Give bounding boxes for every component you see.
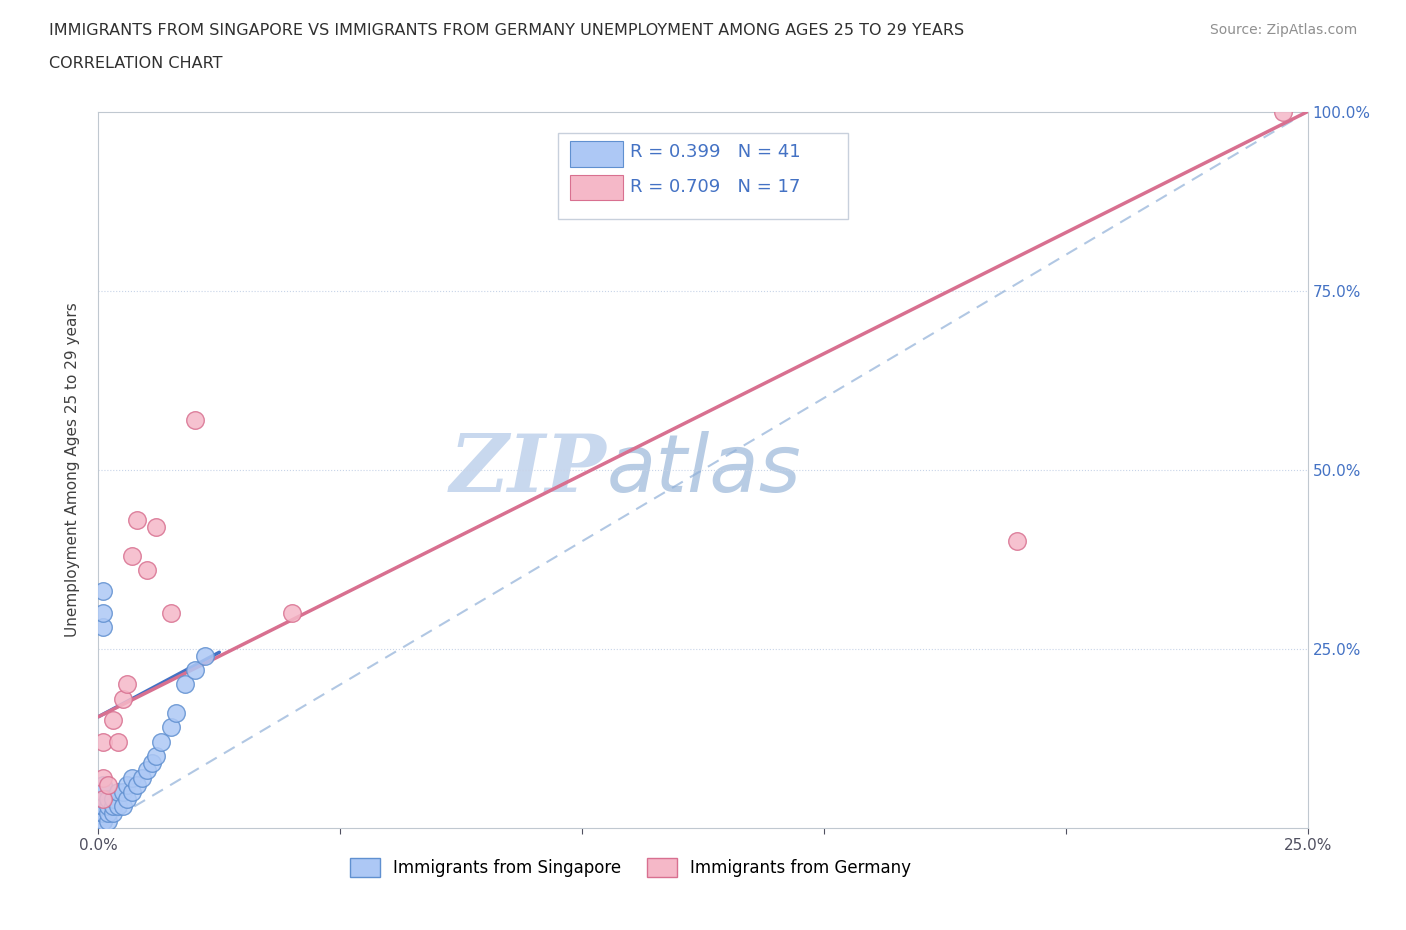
- Point: [91, 605, 114, 620]
- Point: [184, 663, 207, 678]
- FancyBboxPatch shape: [569, 141, 623, 166]
- Point: [111, 691, 134, 706]
- Point: [127, 777, 149, 792]
- Point: [91, 735, 114, 750]
- Point: [91, 785, 114, 800]
- Text: Source: ZipAtlas.com: Source: ZipAtlas.com: [1209, 23, 1357, 37]
- Point: [281, 605, 304, 620]
- Point: [101, 806, 124, 821]
- Point: [174, 677, 197, 692]
- Point: [91, 584, 114, 599]
- Point: [107, 785, 129, 800]
- Point: [91, 619, 114, 634]
- Point: [135, 563, 157, 578]
- Point: [91, 791, 114, 806]
- Point: [91, 791, 114, 806]
- Point: [111, 799, 134, 814]
- FancyBboxPatch shape: [558, 133, 848, 219]
- Point: [111, 785, 134, 800]
- Legend: Immigrants from Singapore, Immigrants from Germany: Immigrants from Singapore, Immigrants fr…: [343, 852, 918, 883]
- FancyBboxPatch shape: [569, 175, 623, 200]
- Point: [165, 706, 187, 721]
- Point: [117, 791, 139, 806]
- Point: [91, 813, 114, 828]
- Point: [91, 777, 114, 792]
- Point: [101, 791, 124, 806]
- Text: CORRELATION CHART: CORRELATION CHART: [49, 56, 222, 71]
- Point: [97, 813, 120, 828]
- Point: [107, 735, 129, 750]
- Point: [121, 770, 143, 785]
- Point: [1272, 104, 1295, 119]
- Point: [91, 799, 114, 814]
- Point: [97, 791, 120, 806]
- Point: [97, 799, 120, 814]
- Text: R = 0.399   N = 41: R = 0.399 N = 41: [630, 143, 801, 162]
- Point: [91, 806, 114, 821]
- Point: [91, 799, 114, 814]
- Point: [1007, 534, 1029, 549]
- Point: [97, 806, 120, 821]
- Point: [121, 785, 143, 800]
- Point: [91, 813, 114, 828]
- Point: [91, 799, 114, 814]
- Point: [160, 605, 183, 620]
- Text: ZIP: ZIP: [450, 431, 606, 509]
- Point: [91, 770, 114, 785]
- Point: [117, 677, 139, 692]
- Point: [145, 749, 167, 764]
- Point: [91, 813, 114, 828]
- Point: [184, 412, 207, 427]
- Point: [145, 520, 167, 535]
- Point: [121, 548, 143, 563]
- Point: [97, 777, 120, 792]
- Point: [127, 512, 149, 527]
- Text: IMMIGRANTS FROM SINGAPORE VS IMMIGRANTS FROM GERMANY UNEMPLOYMENT AMONG AGES 25 : IMMIGRANTS FROM SINGAPORE VS IMMIGRANTS …: [49, 23, 965, 38]
- Point: [194, 648, 217, 663]
- Point: [160, 720, 183, 735]
- Point: [150, 735, 173, 750]
- Point: [117, 777, 139, 792]
- Text: atlas: atlas: [606, 431, 801, 509]
- Point: [141, 756, 163, 771]
- Text: R = 0.709   N = 17: R = 0.709 N = 17: [630, 178, 801, 196]
- Point: [131, 770, 153, 785]
- Point: [135, 763, 157, 777]
- Point: [101, 712, 124, 727]
- Point: [101, 799, 124, 814]
- Point: [91, 806, 114, 821]
- Point: [107, 799, 129, 814]
- Point: [91, 806, 114, 821]
- Y-axis label: Unemployment Among Ages 25 to 29 years: Unemployment Among Ages 25 to 29 years: [65, 302, 80, 637]
